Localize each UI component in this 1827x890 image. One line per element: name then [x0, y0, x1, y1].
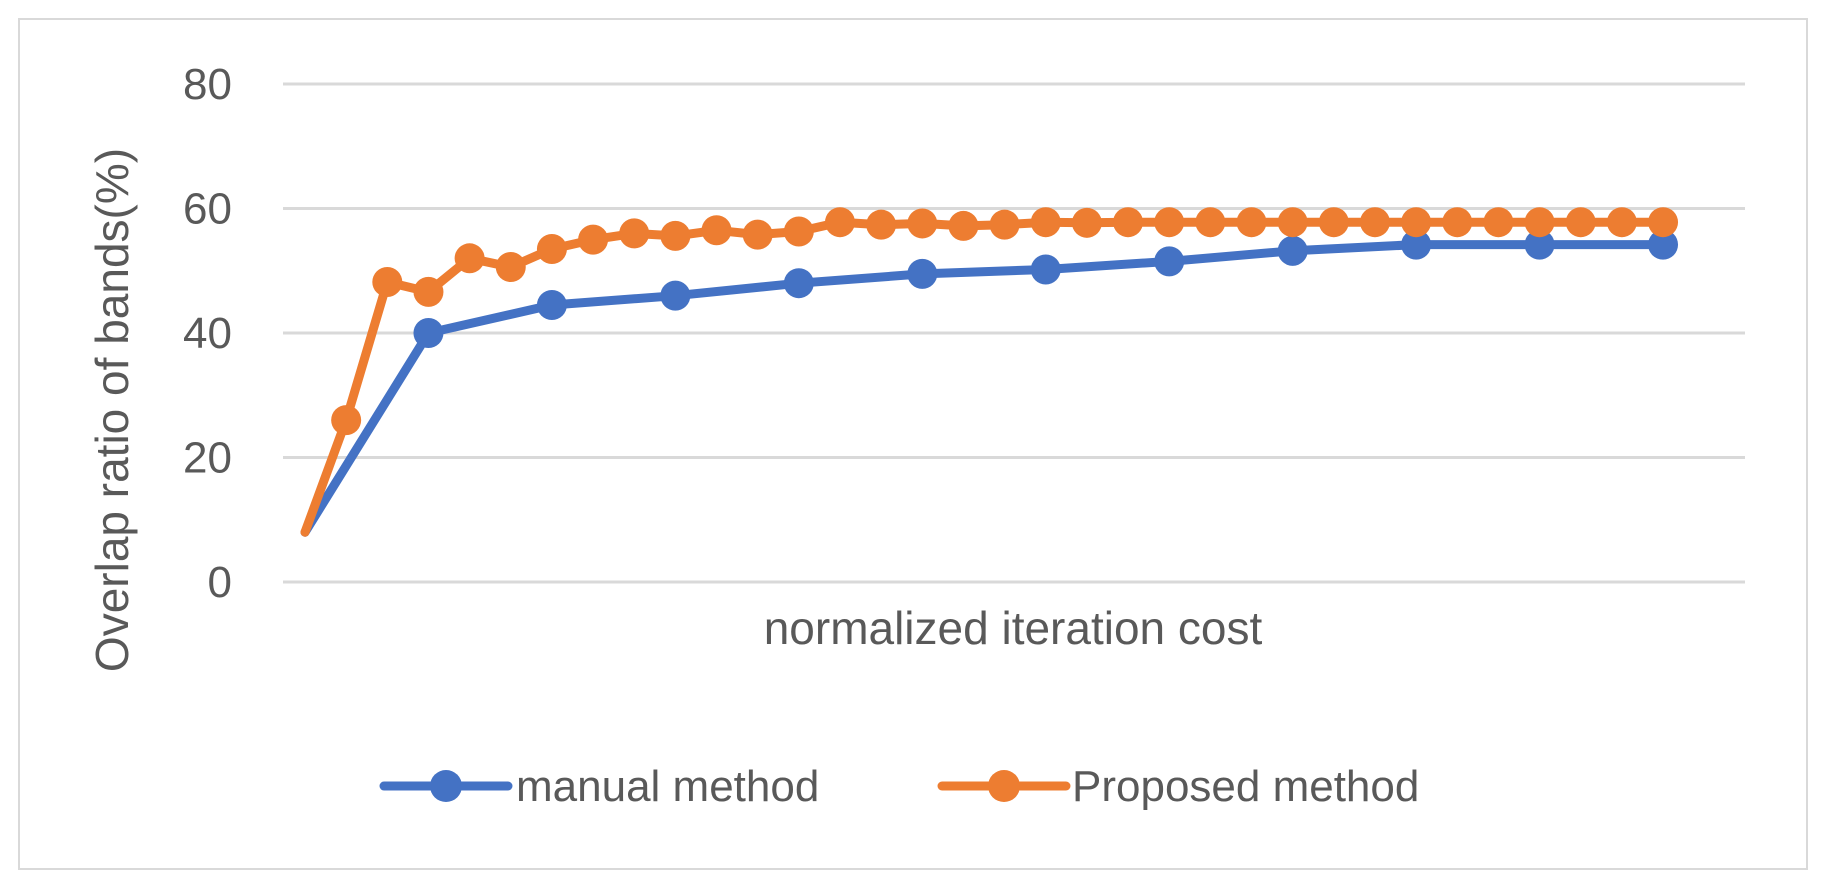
legend-item-proposed-method: Proposed method [937, 762, 1419, 811]
data-point [454, 243, 485, 274]
data-point [1565, 207, 1596, 238]
data-point [536, 289, 567, 320]
series-layer [300, 207, 1679, 537]
data-point [783, 216, 814, 247]
data-point [783, 268, 814, 299]
legend-label-manual-method: manual method [516, 762, 819, 811]
data-point [1154, 207, 1185, 238]
data-point [866, 209, 897, 240]
data-point [413, 318, 444, 348]
data-point [824, 207, 855, 238]
data-point [331, 405, 362, 436]
data-point [1648, 207, 1679, 238]
data-point [619, 218, 650, 249]
data-point [948, 210, 979, 241]
y-tick-label-20: 20 [183, 434, 232, 483]
data-point [1030, 207, 1061, 238]
data-point [1606, 207, 1637, 238]
data-point [701, 215, 732, 246]
data-point [1277, 207, 1308, 238]
data-point [1318, 207, 1349, 238]
data-point [1030, 254, 1061, 285]
data-point [660, 280, 691, 311]
data-point [372, 266, 403, 297]
data-point [1359, 207, 1390, 238]
data-point [1401, 207, 1432, 238]
series-proposed-method [300, 207, 1679, 537]
series-line [300, 240, 1668, 537]
data-point [742, 219, 773, 250]
legend-swatch-marker [988, 770, 1020, 802]
data-point [1524, 207, 1555, 238]
legend-label-proposed-method: Proposed method [1072, 762, 1419, 811]
data-point [1483, 207, 1514, 238]
data-point [1071, 207, 1102, 238]
data-point [1401, 229, 1432, 260]
x-axis-title: normalized iteration cost [764, 602, 1263, 654]
y-tick-label-80: 80 [183, 60, 232, 109]
gridlines [283, 82, 1745, 584]
data-point [1154, 246, 1185, 277]
legend-item-manual-method: manual method [379, 762, 819, 811]
y-tick-label-40: 40 [183, 309, 232, 358]
series-manual-method [300, 229, 1679, 537]
data-point [1524, 229, 1555, 260]
series-line [300, 217, 1668, 537]
chart-frame [18, 18, 1808, 870]
data-point [495, 252, 526, 283]
data-point [907, 208, 938, 239]
data-point [1277, 235, 1308, 266]
y-axis-tick-labels: 0 20 40 60 80 [183, 60, 232, 607]
data-point [536, 233, 567, 264]
data-point [578, 224, 609, 255]
data-point [1195, 207, 1226, 238]
data-point [1236, 207, 1267, 238]
data-point [907, 258, 938, 289]
data-point [989, 209, 1020, 240]
legend-swatch-marker [430, 770, 462, 802]
data-point [413, 276, 444, 307]
y-tick-label-0: 0 [208, 558, 232, 607]
legend: manual method Proposed method [379, 762, 1419, 811]
data-point [1442, 207, 1473, 238]
y-tick-label-60: 60 [183, 185, 232, 234]
data-point [660, 220, 691, 251]
data-point [1113, 207, 1144, 238]
data-point [1648, 229, 1679, 260]
y-axis-title: Overlap ratio of bands(%) [86, 148, 138, 672]
